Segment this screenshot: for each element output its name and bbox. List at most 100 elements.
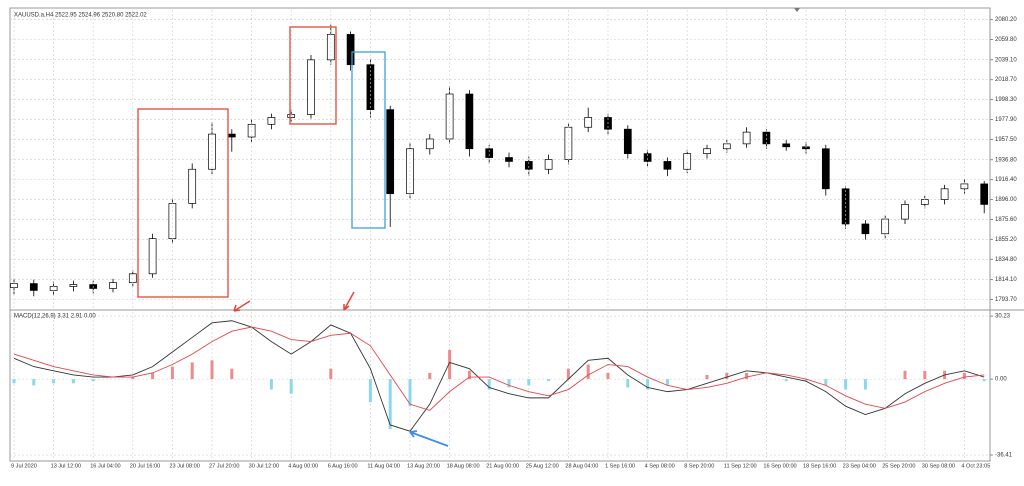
- candle-body: [148, 238, 157, 275]
- y-tick-label: 1814.10: [995, 277, 1017, 283]
- histogram-bar: [32, 379, 36, 386]
- histogram-bar: [606, 372, 610, 380]
- x-tick-label: 25 Aug 12:00: [526, 463, 559, 469]
- candle-body: [663, 161, 672, 170]
- x-tick-label: 8 Sep 20:00: [684, 463, 714, 469]
- candle-body: [425, 138, 434, 150]
- x-tick-label: 23 Sep 04:00: [843, 463, 876, 469]
- indicator-header: MACD(12,26,9) 3.31 2.91 0.00: [14, 314, 96, 320]
- histogram-bar: [408, 379, 412, 407]
- histogram-bar: [12, 379, 16, 384]
- histogram-bar: [170, 366, 174, 380]
- histogram-bar: [962, 372, 966, 380]
- candle-body: [267, 117, 276, 125]
- histogram-bar: [467, 370, 471, 380]
- x-tick-label: 27 Jul 20:00: [209, 463, 239, 469]
- y-tick-label: 0.00: [995, 377, 1007, 383]
- histogram-bar: [566, 368, 570, 380]
- histogram-bar: [982, 379, 986, 382]
- histogram-bar: [586, 364, 590, 380]
- histogram-bar: [368, 379, 372, 403]
- x-tick-label: 30 Jul 12:00: [249, 463, 279, 469]
- candle-body: [524, 161, 533, 170]
- histogram-bar: [269, 379, 273, 390]
- candle-body: [505, 157, 513, 162]
- y-tick-label: 1998.30: [995, 97, 1017, 103]
- candle-body: [188, 168, 197, 204]
- histogram-bar: [745, 372, 749, 380]
- highlight-box: [289, 26, 337, 125]
- candle-body: [940, 188, 949, 200]
- candle-body: [168, 203, 177, 239]
- y-tick-label: 1977.90: [995, 117, 1017, 123]
- annotations: [137, 26, 449, 447]
- histogram-bar: [923, 370, 927, 380]
- highlight-box: [351, 51, 386, 229]
- y-tick-label: 1896.00: [995, 197, 1017, 203]
- histogram-bar: [784, 379, 788, 382]
- candle-body: [742, 131, 751, 145]
- candle-body: [683, 153, 692, 170]
- x-tick-label: 4 Sep 08:00: [645, 463, 675, 469]
- candle-body: [485, 148, 494, 158]
- x-tick-label: 18 Sep 16:00: [803, 463, 836, 469]
- histogram-bar: [190, 362, 194, 380]
- y-tick-label: 30.23: [995, 314, 1011, 320]
- y-tick-label: 1875.60: [995, 217, 1017, 223]
- candle-body: [584, 117, 593, 128]
- x-tick-label: 20 Jul 16:00: [130, 463, 160, 469]
- candle-body: [901, 204, 909, 220]
- y-tick-label: 1855.20: [995, 237, 1017, 243]
- histogram-bar: [131, 377, 135, 380]
- x-tick-label: 21 Aug 00:00: [486, 463, 519, 469]
- shift-marker: [794, 8, 800, 12]
- candle-body: [465, 93, 474, 150]
- arrow: [233, 300, 251, 312]
- y-tick-label: 1916.40: [995, 177, 1017, 183]
- plot-layer: 2080.20 2059.80 2039.10 2018.70 1998.30 1977.…: [10, 10, 1017, 469]
- x-tick-label: 16 Sep 00:00: [763, 463, 796, 469]
- histogram-bar: [824, 379, 828, 386]
- histogram-bar: [210, 360, 214, 380]
- macd-line: [13, 326, 985, 411]
- histogram-bar: [52, 379, 56, 384]
- candle-body: [307, 59, 315, 115]
- x-tick-label: 25 Sep 20:00: [882, 463, 915, 469]
- symbol-header: XAUUSD.a,H4 2522.95 2524.96 2520.80 2522…: [14, 13, 147, 19]
- candle-body: [69, 284, 78, 287]
- highlight-box: [137, 108, 229, 298]
- histogram-bar: [705, 374, 709, 380]
- x-tick-label: 11 Sep 12:00: [724, 463, 757, 469]
- macd-line: [13, 320, 985, 432]
- candle-body: [544, 159, 553, 170]
- histogram-bar: [507, 379, 511, 388]
- histogram-bar: [903, 370, 907, 380]
- histogram-bar: [725, 372, 729, 380]
- candle-body: [623, 128, 632, 154]
- arrow: [409, 430, 449, 447]
- x-tick-label: 16 Jul 04:00: [90, 463, 120, 469]
- histogram-bar: [863, 379, 867, 390]
- x-tick-label: 13 Aug 20:00: [407, 463, 440, 469]
- y-tick-label: 1834.80: [995, 257, 1017, 263]
- x-tick-label: 28 Aug 04:00: [565, 463, 598, 469]
- histogram-bar: [844, 379, 848, 390]
- histogram-bar: [329, 368, 333, 380]
- y-tick-label: 1936.80: [995, 157, 1017, 163]
- candle-body: [782, 143, 791, 148]
- histogram-bar: [388, 379, 392, 430]
- histogram-bar: [71, 379, 75, 384]
- y-tick-label: -36.41: [995, 453, 1013, 459]
- histogram-bar: [289, 379, 293, 394]
- candle-body: [109, 282, 117, 289]
- histogram-bar: [428, 372, 432, 380]
- candle-body: [861, 223, 870, 235]
- histogram-bar: [151, 372, 155, 380]
- candle-body: [386, 109, 395, 195]
- y-tick-label: 2039.10: [995, 57, 1017, 63]
- y-tick-label: 2059.80: [995, 37, 1017, 43]
- x-tick-label: 9 Jul 2020: [11, 463, 37, 469]
- arrow: [343, 291, 355, 311]
- histogram-bar: [626, 379, 630, 388]
- x-tick-label: 11 Aug 04:00: [367, 463, 400, 469]
